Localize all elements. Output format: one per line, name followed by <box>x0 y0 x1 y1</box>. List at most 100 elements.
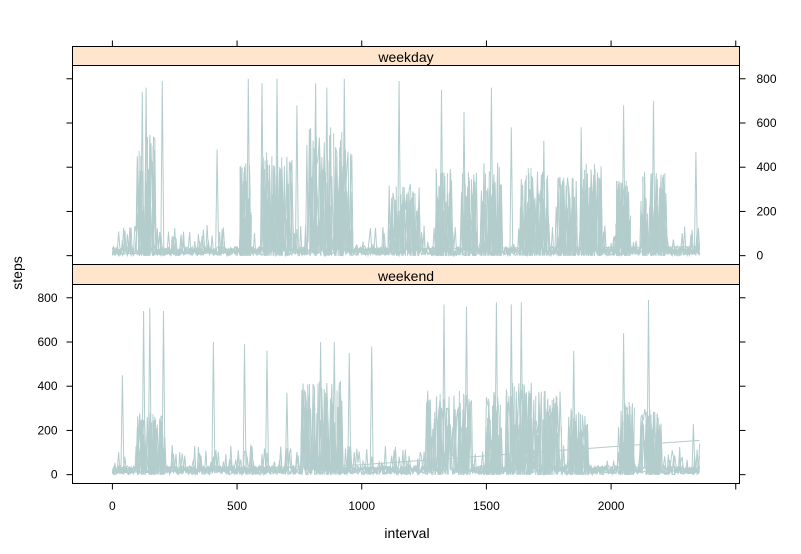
dense-spike <box>244 218 247 256</box>
dense-spike <box>556 178 559 256</box>
dense-spike <box>567 226 570 256</box>
peak-spike <box>161 310 166 474</box>
dense-spike <box>633 407 635 475</box>
dense-spike <box>410 210 413 256</box>
dense-spike <box>269 205 272 256</box>
dense-spike <box>412 205 414 256</box>
dense-spike <box>527 168 530 256</box>
dense-spike <box>649 189 652 256</box>
y-tick-label-weekday: 0 <box>757 249 764 263</box>
dense-spike <box>493 400 495 475</box>
dense-spike <box>445 203 447 256</box>
dense-spike <box>586 173 589 256</box>
dense-spike <box>263 182 265 256</box>
peak-spike <box>313 83 318 255</box>
peak-spike <box>294 105 299 255</box>
dense-spike <box>546 199 549 256</box>
peak-spike <box>211 341 216 474</box>
dense-spike <box>333 133 335 256</box>
dense-spike <box>533 202 535 256</box>
y-tick-label-weekend: 800 <box>37 291 57 305</box>
dense-spike <box>585 172 588 256</box>
dense-spike <box>534 395 537 475</box>
dense-spike <box>569 431 571 475</box>
dense-spike <box>438 197 441 256</box>
dense-spike <box>327 421 330 475</box>
dense-spike <box>468 195 471 256</box>
dense-spike <box>466 216 469 256</box>
dense-spike <box>395 186 398 256</box>
dense-spike <box>426 424 428 475</box>
y-axis-title: steps <box>9 256 25 289</box>
dense-spike <box>151 414 154 475</box>
weekday-series <box>111 78 701 258</box>
dense-spike <box>647 415 650 475</box>
dense-spike <box>510 409 512 475</box>
peak-spike <box>347 352 352 474</box>
dense-spike <box>482 193 485 256</box>
dense-spike <box>313 432 316 475</box>
peak-spike <box>646 299 651 474</box>
dense-spike <box>519 435 522 475</box>
peak-spike <box>144 87 149 255</box>
dense-spike <box>564 210 567 256</box>
dense-spike <box>141 170 144 256</box>
dense-spike <box>629 215 632 256</box>
x-tick-label: 500 <box>227 499 247 513</box>
y-tick-label-weekday: 600 <box>757 116 777 130</box>
dense-spike <box>322 426 324 475</box>
peak-spike <box>579 127 584 255</box>
dense-spike <box>435 168 438 256</box>
dense-spike <box>414 193 417 256</box>
dense-spike <box>499 404 501 475</box>
x-axis-title: interval <box>384 525 429 541</box>
dense-spike <box>471 194 474 256</box>
dense-spike <box>625 447 628 475</box>
dense-spike <box>529 408 531 475</box>
dense-spike <box>446 173 448 256</box>
dense-spike <box>338 147 341 256</box>
peak-spike <box>147 307 152 474</box>
dense-spike <box>444 184 447 256</box>
dense-spike <box>148 179 150 256</box>
peak-spike <box>691 423 696 474</box>
x-tick-label: 1500 <box>473 499 500 513</box>
dense-spike <box>661 188 664 256</box>
dense-spike <box>513 386 515 475</box>
dense-spike <box>433 418 436 475</box>
dense-spike <box>249 212 252 256</box>
peak-spike <box>324 87 329 255</box>
dense-spike <box>562 217 564 256</box>
dense-spike <box>571 213 574 256</box>
dense-spike <box>438 417 440 475</box>
dense-spike <box>549 429 551 475</box>
dense-spike <box>349 153 352 256</box>
peak-spike <box>397 80 402 255</box>
dense-spike <box>573 218 576 256</box>
dense-spike <box>159 442 162 475</box>
dense-spike <box>319 198 322 256</box>
peak-spike <box>621 333 626 474</box>
dense-spike <box>330 386 333 475</box>
y-tick-label-weekend: 0 <box>51 468 58 482</box>
dense-spike <box>646 213 649 256</box>
peak-spike <box>541 140 546 255</box>
x-tick-label: 1000 <box>348 499 375 513</box>
dense-spike <box>246 222 249 256</box>
dense-spike <box>655 173 657 256</box>
dense-spike <box>459 438 462 475</box>
dense-spike <box>330 206 332 256</box>
dense-spike <box>154 419 157 475</box>
strip-label-weekend: weekend <box>377 268 434 284</box>
dense-spike <box>576 447 578 475</box>
dense-spike <box>497 179 500 256</box>
trend-trace <box>112 439 700 474</box>
dense-spike <box>629 422 631 475</box>
y-tick-label-weekday: 400 <box>757 160 777 174</box>
dense-spike <box>323 422 326 475</box>
dense-spike <box>449 191 451 256</box>
dense-spike <box>627 414 630 475</box>
dense-spike <box>488 171 490 256</box>
dense-spike <box>301 434 304 475</box>
